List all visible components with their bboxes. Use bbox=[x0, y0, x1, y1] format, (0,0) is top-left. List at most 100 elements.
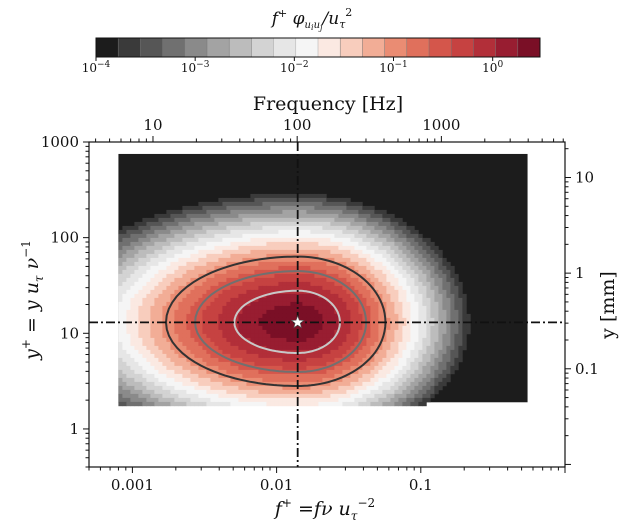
heatmap-cell bbox=[150, 229, 155, 235]
heatmap-cell bbox=[302, 249, 307, 255]
heatmap-cell bbox=[406, 401, 411, 407]
heatmap-cell bbox=[310, 337, 315, 343]
heatmap-cell bbox=[214, 217, 219, 223]
heatmap-cell bbox=[382, 217, 387, 223]
heatmap-cell bbox=[174, 225, 179, 231]
heatmap-cell bbox=[214, 285, 219, 291]
heatmap-cell bbox=[270, 193, 275, 199]
heatmap-cell bbox=[206, 321, 211, 327]
heatmap-cell bbox=[226, 321, 231, 327]
heatmap-cell bbox=[154, 253, 159, 259]
heatmap-cell bbox=[218, 381, 223, 387]
heatmap-cell bbox=[218, 321, 223, 327]
heatmap-cell bbox=[378, 305, 383, 311]
heatmap-cell bbox=[170, 285, 175, 291]
heatmap-cell bbox=[374, 273, 379, 279]
heatmap-cell bbox=[154, 285, 159, 291]
heatmap-cell bbox=[314, 281, 319, 287]
heatmap-cell bbox=[218, 281, 223, 287]
heatmap-cell bbox=[398, 293, 403, 299]
heatmap-cell bbox=[190, 317, 195, 323]
heatmap-cell bbox=[442, 269, 447, 275]
heatmap-cell bbox=[314, 213, 319, 219]
heatmap-cell bbox=[306, 397, 311, 403]
heatmap-cell bbox=[310, 237, 315, 243]
heatmap-cell bbox=[326, 253, 331, 259]
heatmap-cell bbox=[426, 365, 431, 371]
heatmap-cell bbox=[250, 261, 255, 267]
heatmap-cell bbox=[214, 297, 219, 303]
heatmap-cell bbox=[326, 309, 331, 315]
heatmap-cell bbox=[234, 353, 239, 359]
heatmap-cell bbox=[402, 281, 407, 287]
heatmap-cell bbox=[298, 257, 303, 263]
heatmap-cell bbox=[386, 269, 391, 275]
heatmap-cell bbox=[366, 301, 371, 307]
heatmap-cell bbox=[338, 257, 343, 263]
heatmap-cell bbox=[194, 269, 199, 275]
heatmap-cell bbox=[250, 309, 255, 315]
heatmap-cell bbox=[214, 261, 219, 267]
heatmap-cell bbox=[202, 321, 207, 327]
heatmap-cell bbox=[206, 389, 211, 395]
heatmap-cell bbox=[330, 369, 335, 375]
heatmap-cell bbox=[338, 349, 343, 355]
heatmap-cell bbox=[158, 373, 163, 379]
heatmap-cell bbox=[466, 317, 471, 323]
heatmap-cell bbox=[174, 237, 179, 243]
heatmap-cell bbox=[202, 385, 207, 391]
heatmap-cell bbox=[138, 237, 143, 243]
heatmap-cell bbox=[402, 257, 407, 263]
heatmap-cell bbox=[334, 265, 339, 271]
heatmap-cell bbox=[314, 285, 319, 291]
heatmap-cell bbox=[238, 365, 243, 371]
heatmap-cell bbox=[354, 333, 359, 339]
heatmap-cell bbox=[198, 245, 203, 251]
heatmap-cell bbox=[138, 229, 143, 235]
heatmap-cell bbox=[234, 321, 239, 327]
heatmap-cell bbox=[186, 225, 191, 231]
heatmap-cell bbox=[274, 385, 279, 391]
heatmap-cell bbox=[154, 257, 159, 263]
heatmap-cell bbox=[282, 365, 287, 371]
heatmap-cell bbox=[138, 277, 143, 283]
heatmap-cell bbox=[210, 365, 215, 371]
heatmap-cell bbox=[378, 285, 383, 291]
heatmap-cell bbox=[170, 217, 175, 223]
heatmap-cell bbox=[330, 197, 335, 203]
heatmap-cell bbox=[150, 277, 155, 283]
heatmap-cell bbox=[162, 389, 167, 395]
heatmap-cell bbox=[346, 381, 351, 387]
colorbar-cell bbox=[340, 38, 363, 57]
heatmap-cell bbox=[298, 237, 303, 243]
heatmap-cell bbox=[442, 381, 447, 387]
heatmap-cell bbox=[350, 237, 355, 243]
contour-line bbox=[233, 289, 341, 354]
heatmap-cell bbox=[226, 305, 231, 311]
heatmap-cell bbox=[334, 293, 339, 299]
heatmap-cell bbox=[306, 209, 311, 215]
heatmap-cell bbox=[382, 349, 387, 355]
heatmap-cell bbox=[278, 193, 283, 199]
heatmap-cell bbox=[186, 337, 191, 343]
heatmap-cell bbox=[166, 225, 171, 231]
heatmap-cell bbox=[306, 205, 311, 211]
heatmap-cell bbox=[314, 297, 319, 303]
heatmap-cell bbox=[154, 241, 159, 247]
heatmap-cell bbox=[146, 389, 151, 395]
heatmap-cell bbox=[426, 333, 431, 339]
heatmap-cell bbox=[198, 397, 203, 403]
heatmap-cell bbox=[122, 325, 127, 331]
heatmap-cell bbox=[202, 241, 207, 247]
heatmap-cell bbox=[206, 313, 211, 319]
heatmap-cell bbox=[282, 261, 287, 267]
heatmap-cell bbox=[334, 297, 339, 303]
heatmap-cell bbox=[438, 345, 443, 351]
heatmap-cell bbox=[166, 325, 171, 331]
colorbar-cell bbox=[384, 38, 408, 57]
heatmap-cell bbox=[454, 325, 459, 331]
heatmap-cell bbox=[342, 377, 347, 383]
heatmap-cell bbox=[138, 333, 143, 339]
heatmap-cell bbox=[354, 221, 359, 227]
heatmap-cell bbox=[362, 373, 367, 379]
